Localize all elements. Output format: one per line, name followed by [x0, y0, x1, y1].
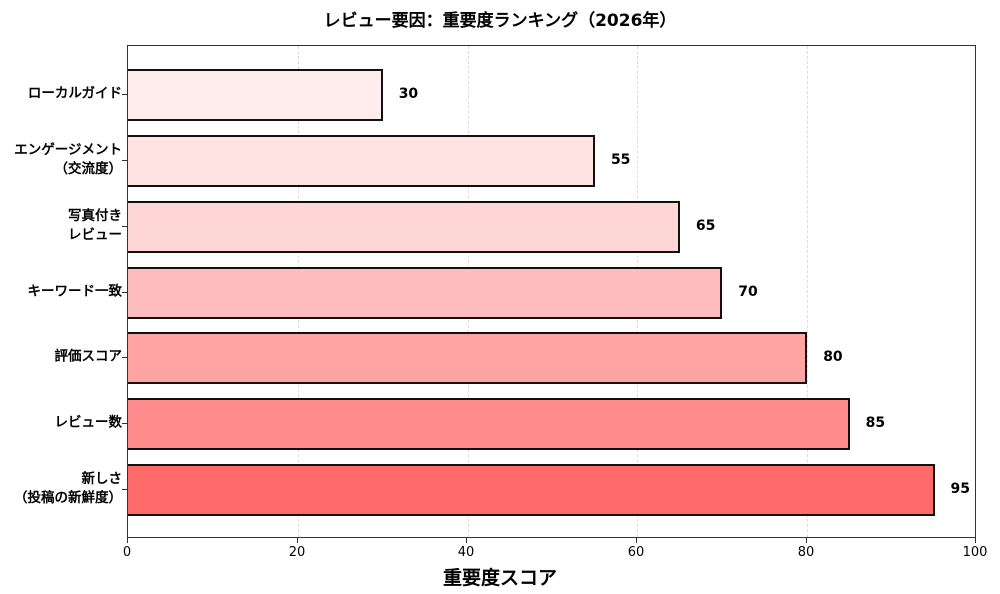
bar — [128, 398, 850, 450]
y-tick — [122, 292, 127, 293]
x-axis-label: 重要度スコア — [442, 567, 557, 589]
y-label-engagement: エンゲージメント （交流度） — [14, 142, 122, 177]
x-tick-label: 60 — [627, 545, 645, 560]
x-tick — [975, 538, 976, 543]
x-tick — [297, 538, 298, 543]
gridline-80 — [807, 46, 809, 537]
bar-value-label: 65 — [695, 218, 716, 234]
x-tick — [636, 538, 637, 543]
y-label-local-guide: ローカルガイド — [27, 85, 122, 102]
y-label-keyword-match: キーワード一致 — [27, 283, 123, 300]
bar-value-label: 80 — [823, 349, 843, 365]
x-tick-label: 20 — [288, 545, 306, 560]
y-tick — [122, 357, 127, 358]
y-tick — [122, 94, 127, 95]
y-tick — [122, 423, 127, 424]
bar-value-label: 55 — [610, 152, 631, 168]
bar — [128, 464, 935, 516]
bar-value-label: 70 — [738, 284, 758, 300]
bar-value-label: 30 — [398, 86, 419, 102]
x-tick-label: 100 — [962, 545, 988, 560]
bar — [128, 69, 383, 121]
x-tick-label: 80 — [797, 545, 815, 560]
y-tick — [122, 160, 127, 161]
x-tick — [466, 538, 467, 543]
y-label-photo-review: 写真付き レビュー — [68, 208, 122, 243]
x-tick — [127, 538, 128, 543]
y-tick — [122, 489, 127, 490]
chart-title: レビュー要因：重要度ランキング（2026年） — [323, 11, 677, 31]
bar — [128, 135, 595, 187]
bar — [128, 267, 723, 319]
y-tick — [122, 226, 127, 227]
x-tick — [806, 538, 807, 543]
y-label-rating-score: 評価スコア — [54, 348, 123, 365]
bar-value-label: 95 — [950, 481, 971, 497]
y-label-recency: 新しさ （投稿の新鮮度） — [14, 471, 122, 506]
plot-area — [127, 45, 976, 538]
bar-value-label: 85 — [865, 415, 886, 431]
x-tick-label: 0 — [122, 545, 132, 560]
y-label-review-count: レビュー数 — [54, 414, 123, 431]
x-tick-label: 40 — [457, 545, 475, 560]
bar — [128, 332, 808, 384]
bar — [128, 201, 680, 253]
